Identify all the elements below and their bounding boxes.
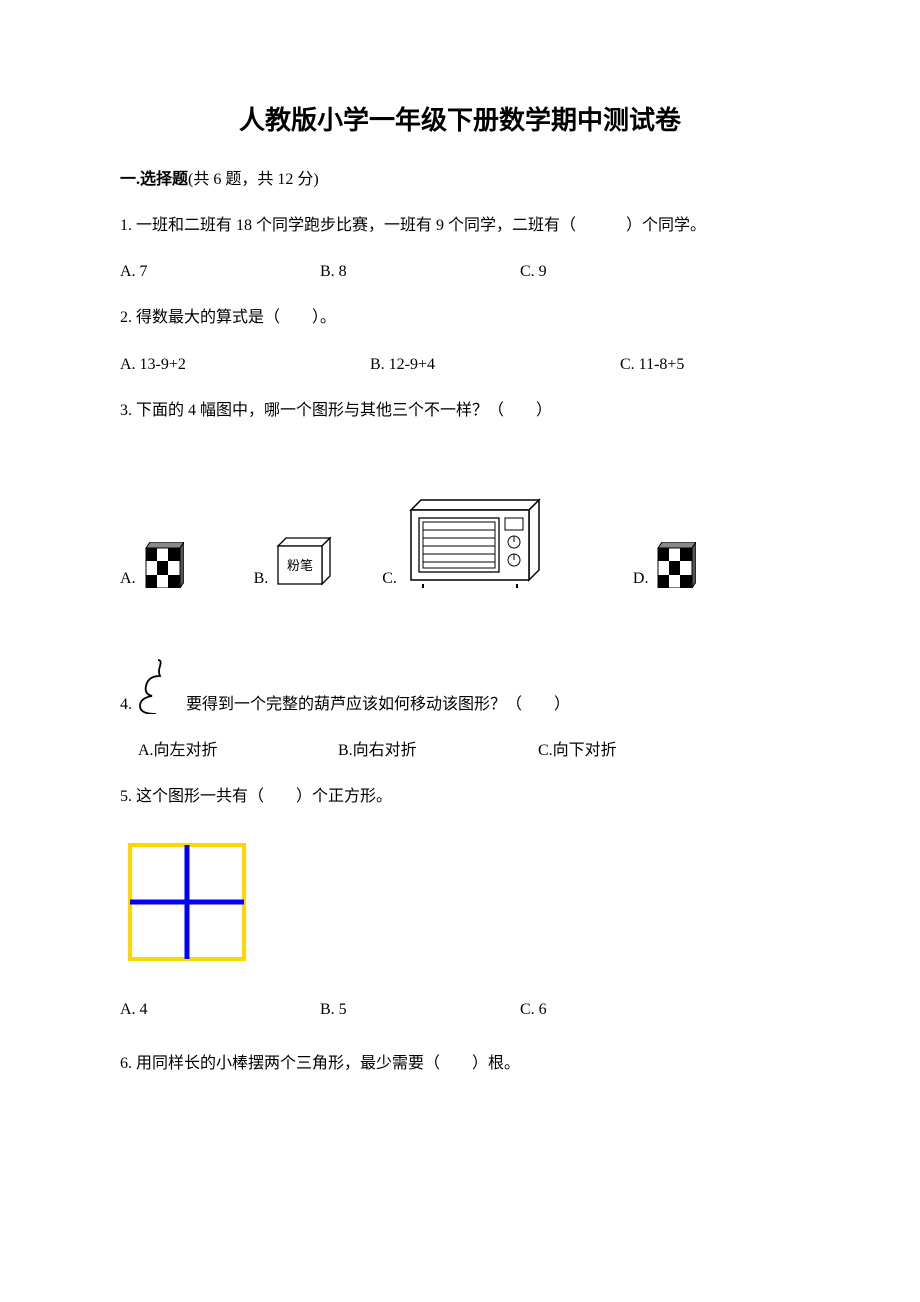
q2-option-a: A. 13-9+2	[120, 356, 370, 374]
microwave-icon	[403, 496, 543, 588]
half-gourd-icon	[134, 658, 168, 714]
q3-option-b: B. 粉笔	[254, 536, 333, 588]
q3-label-b: B.	[254, 570, 269, 588]
q4-text: 要得到一个完整的葫芦应该如何移动该图形？（ ）	[170, 690, 570, 714]
q1-option-c: C. 9	[520, 263, 720, 281]
q4-option-c: C.向下对折	[538, 736, 738, 760]
question-1-options: A. 7 B. 8 C. 9	[120, 263, 800, 281]
q1-option-a: A. 7	[120, 263, 320, 281]
section-1-info: (共 6 题，共 12 分)	[188, 171, 319, 188]
question-6: 6. 用同样长的小棒摆两个三角形，最少需要（ ）根。	[120, 1049, 800, 1079]
q3-option-c: C.	[382, 496, 543, 588]
q2-option-c: C. 11-8+5	[620, 356, 870, 374]
question-2: 2. 得数最大的算式是（ ）。	[120, 303, 800, 333]
document-title: 人教版小学一年级下册数学期中测试卷	[120, 100, 800, 137]
q5-option-b: B. 5	[320, 1001, 520, 1019]
chalk-box-icon: 粉笔	[274, 536, 332, 588]
q4-option-b: B.向右对折	[338, 736, 538, 760]
svg-text:粉笔: 粉笔	[287, 558, 313, 573]
section-1-label: 一.选择题	[120, 171, 188, 188]
question-3-options: A. B. 粉笔 C. D.	[120, 496, 800, 588]
question-2-options: A. 13-9+2 B. 12-9+4 C. 11-8+5	[120, 356, 800, 374]
q2-option-b: B. 12-9+4	[370, 356, 620, 374]
checkered-cube-icon	[654, 542, 696, 588]
q4-option-a: A.向左对折	[138, 736, 338, 760]
q5-option-c: C. 6	[520, 1001, 720, 1019]
q3-label-c: C.	[382, 570, 397, 588]
section-1-header: 一.选择题(共 6 题，共 12 分)	[120, 165, 800, 189]
question-3: 3. 下面的 4 幅图中，哪一个图形与其他三个不一样？（ ）	[120, 396, 800, 426]
q3-option-d: D.	[633, 542, 697, 588]
question-1-text-prefix: 1. 一班和二班有 18 个同学跑步比赛，一班有 9 个同学，二班有（	[120, 217, 576, 234]
q3-label-d: D.	[633, 570, 649, 588]
question-5: 5. 这个图形一共有（ ）个正方形。	[120, 782, 800, 812]
q4-number: 4.	[120, 696, 132, 714]
q5-option-a: A. 4	[120, 1001, 320, 1019]
q5-figure	[128, 843, 800, 961]
checkered-cube-icon	[142, 542, 184, 588]
q1-option-b: B. 8	[320, 263, 520, 281]
grid-square-icon	[128, 843, 800, 961]
question-1: 1. 一班和二班有 18 个同学跑步比赛，一班有 9 个同学，二班有（ ）个同学。	[120, 211, 800, 241]
q3-label-a: A.	[120, 570, 136, 588]
q3-option-a: A.	[120, 542, 184, 588]
question-4: 4. 要得到一个完整的葫芦应该如何移动该图形？（ ）	[120, 658, 800, 714]
question-1-text-suffix: ）个同学。	[626, 217, 706, 234]
question-4-options: A.向左对折 B.向右对折 C.向下对折	[120, 736, 800, 760]
question-5-options: A. 4 B. 5 C. 6	[120, 1001, 800, 1019]
